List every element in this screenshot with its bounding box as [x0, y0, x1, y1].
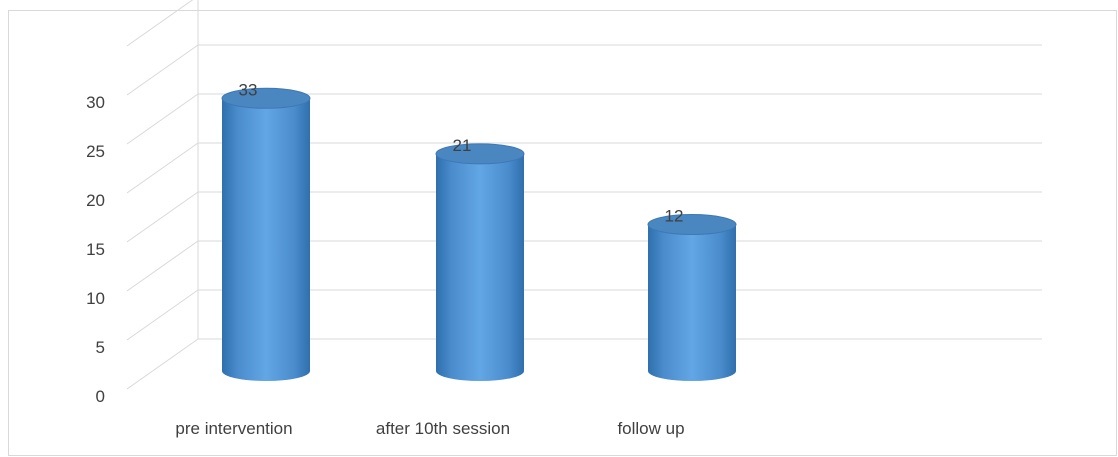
x-axis-categories: pre intervention after 10th session follow…: [175, 419, 684, 438]
gridline-side: [126, 93, 199, 145]
bar: [435, 143, 525, 381]
category-label: after 10th session: [376, 419, 510, 438]
bar: [647, 214, 737, 381]
chart-frame: [8, 10, 1117, 456]
bar: [221, 87, 311, 382]
bar-top: [435, 143, 525, 165]
data-label: 21: [453, 136, 472, 155]
bars: [221, 87, 737, 382]
category-label: pre intervention: [175, 419, 292, 438]
y-tick-label: 5: [96, 338, 105, 357]
gridline-side: [126, 191, 199, 243]
data-labels: 33 21 12: [239, 80, 684, 225]
bar-body: [648, 224, 736, 381]
y-tick-label: 10: [86, 289, 105, 308]
data-label: 12: [665, 207, 684, 226]
gridline-side: [126, 44, 199, 96]
gridline-side: [126, 142, 199, 194]
bar-top: [647, 214, 737, 236]
gridline-side: [126, 338, 199, 390]
category-label: follow up: [617, 419, 684, 438]
bar-top: [221, 87, 311, 109]
y-tick-label: 30: [86, 93, 105, 112]
bar-body: [222, 98, 310, 382]
y-tick-label: 25: [86, 142, 105, 161]
y-tick-label: 20: [86, 191, 105, 210]
y-tick-label: 15: [86, 240, 105, 259]
y-tick-label: 0: [96, 387, 105, 406]
gridline-side: [126, 0, 194, 47]
y-axis-ticks: 0 5 10 15 20 25 30: [86, 93, 105, 406]
gridlines: [126, 0, 1042, 390]
data-label: 33: [239, 80, 258, 99]
bar-body: [436, 153, 524, 381]
gridline-side: [126, 240, 199, 292]
gridline-side: [126, 289, 199, 341]
